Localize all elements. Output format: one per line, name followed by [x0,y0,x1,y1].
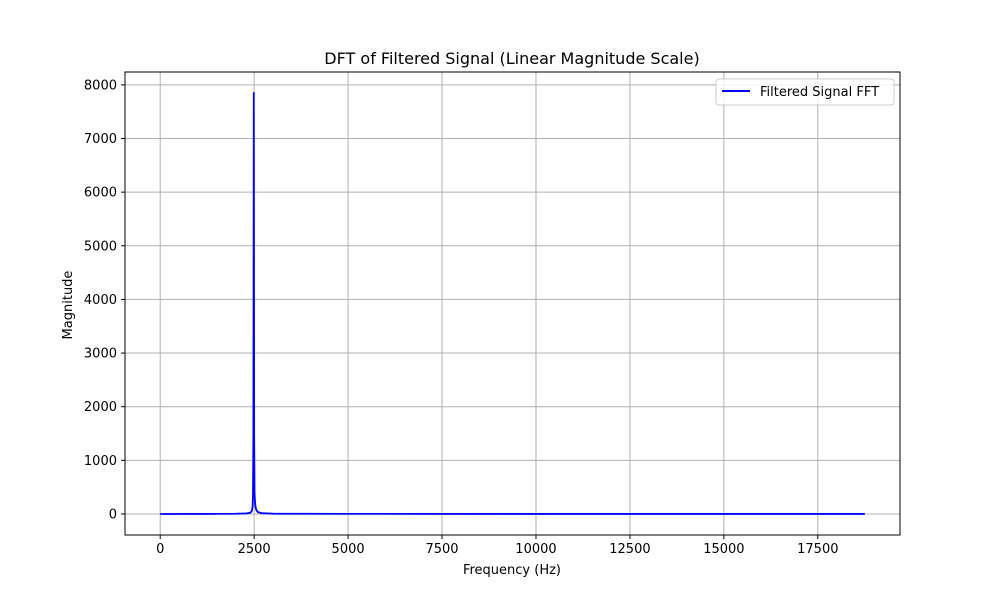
y-tick-label: 0 [109,507,117,522]
y-tick-label: 8000 [84,78,117,93]
legend-label: Filtered Signal FFT [760,85,879,100]
x-tick-label: 12500 [609,542,650,557]
chart-title: DFT of Filtered Signal (Linear Magnitude… [324,49,699,68]
y-tick-label: 4000 [84,293,117,308]
x-tick-label: 7500 [425,542,458,557]
y-axis-label: Magnitude [61,271,76,340]
ticks: 0 2500 5000 7500 10000 12500 15000 17500 0 1000 20… [84,78,839,557]
x-tick-label: 0 [156,542,164,557]
legend-box [715,78,895,106]
y-tick-label: 6000 [84,186,117,201]
y-tick-label: 1000 [84,454,117,469]
x-tick-label: 15000 [703,542,744,557]
x-tick-label: 2500 [238,542,271,557]
x-tick-label: 10000 [515,542,556,557]
legend: Filtered Signal FFT [715,78,895,106]
y-tick-label: 7000 [84,132,117,147]
x-axis-label: Frequency (Hz) [463,563,561,578]
series-layer [160,92,865,515]
series-line-0 [160,92,865,515]
grid [125,72,900,535]
x-tick-label: 5000 [332,542,365,557]
plot-frame [124,71,901,536]
y-tick-label: 2000 [84,400,117,415]
y-tick-label: 5000 [84,239,117,254]
y-tick-label: 3000 [84,347,117,362]
x-tick-label: 17500 [797,542,838,557]
